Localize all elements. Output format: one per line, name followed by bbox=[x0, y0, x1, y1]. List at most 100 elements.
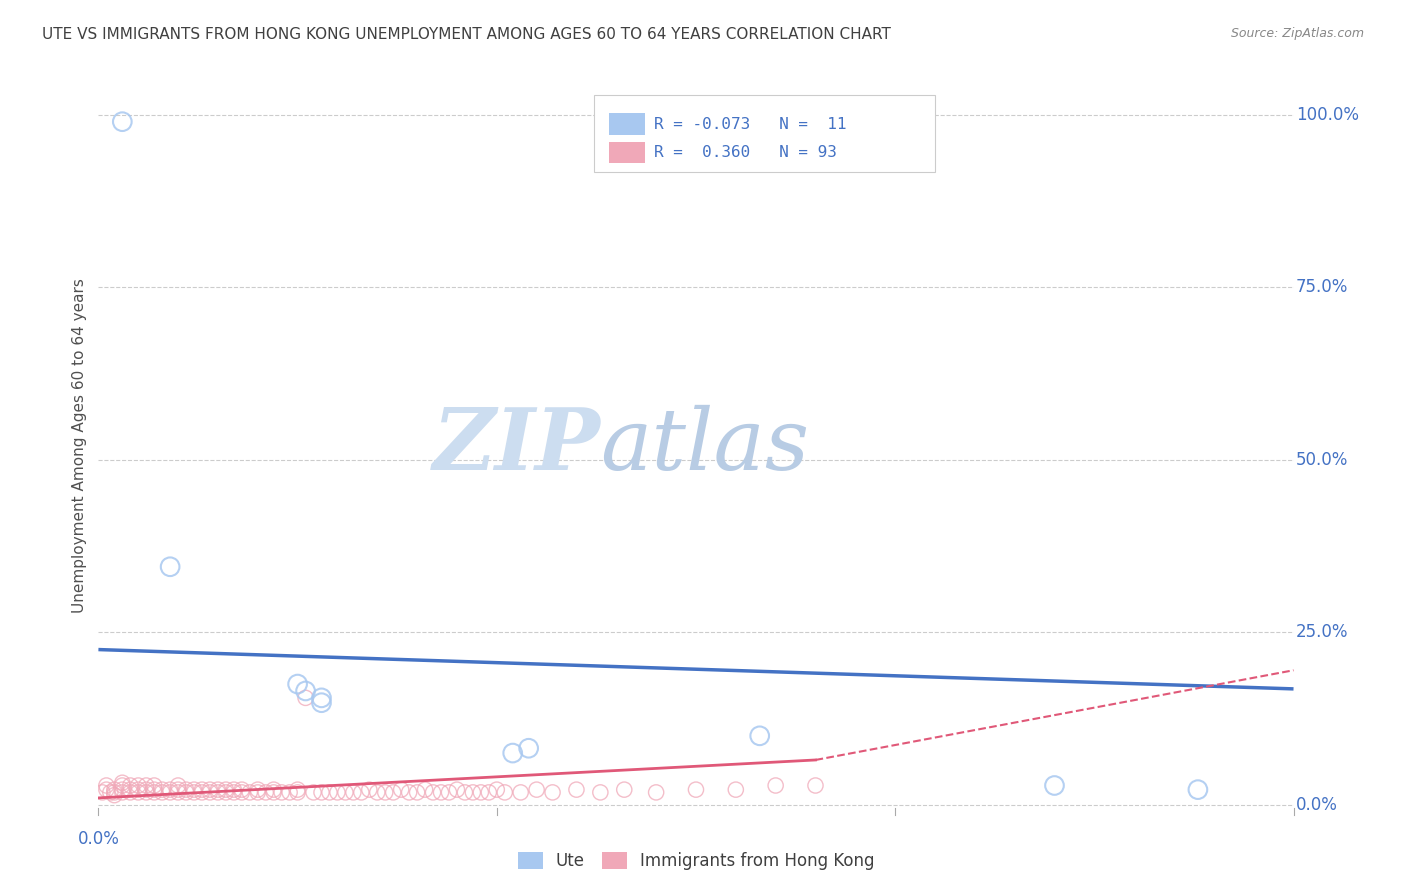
Point bbox=[335, 785, 357, 799]
Point bbox=[159, 785, 181, 799]
Point bbox=[287, 782, 309, 797]
Bar bbox=[609, 142, 644, 163]
Point bbox=[382, 785, 405, 799]
Point bbox=[150, 782, 173, 797]
Point bbox=[143, 779, 166, 793]
Point bbox=[494, 785, 516, 799]
Y-axis label: Unemployment Among Ages 60 to 64 years: Unemployment Among Ages 60 to 64 years bbox=[72, 278, 87, 614]
Point bbox=[167, 779, 190, 793]
Point bbox=[478, 785, 501, 799]
Point bbox=[311, 690, 333, 705]
Point bbox=[150, 785, 173, 799]
Point bbox=[804, 779, 827, 793]
Text: Source: ZipAtlas.com: Source: ZipAtlas.com bbox=[1230, 27, 1364, 40]
Point bbox=[502, 746, 524, 760]
Point bbox=[374, 785, 396, 799]
Text: R =  0.360   N = 93: R = 0.360 N = 93 bbox=[654, 145, 837, 160]
Point bbox=[613, 782, 636, 797]
Point bbox=[765, 779, 787, 793]
Point bbox=[246, 782, 269, 797]
Text: ZIP: ZIP bbox=[433, 404, 600, 488]
Point bbox=[517, 741, 540, 756]
Point bbox=[91, 785, 114, 799]
Point bbox=[120, 782, 142, 797]
Point bbox=[111, 779, 134, 793]
Point bbox=[127, 779, 149, 793]
Point bbox=[111, 776, 134, 790]
Point bbox=[135, 782, 157, 797]
Text: 75.0%: 75.0% bbox=[1296, 278, 1348, 296]
Point bbox=[254, 785, 277, 799]
Point bbox=[103, 782, 125, 797]
Point bbox=[470, 785, 492, 799]
Point bbox=[246, 785, 269, 799]
Point bbox=[311, 785, 333, 799]
Point bbox=[222, 785, 245, 799]
Point bbox=[103, 788, 125, 802]
Point bbox=[191, 782, 214, 797]
Bar bbox=[609, 113, 644, 135]
Point bbox=[350, 785, 373, 799]
Point bbox=[287, 785, 309, 799]
Point bbox=[485, 782, 508, 797]
Point bbox=[231, 785, 253, 799]
Point bbox=[437, 785, 460, 799]
Point bbox=[111, 785, 134, 799]
Point bbox=[127, 785, 149, 799]
Point bbox=[183, 785, 205, 799]
Point bbox=[183, 782, 205, 797]
Point bbox=[454, 785, 477, 799]
Point bbox=[278, 785, 301, 799]
Point bbox=[96, 779, 118, 793]
Point bbox=[111, 782, 134, 797]
Point bbox=[174, 785, 197, 799]
Point bbox=[318, 785, 340, 799]
Point bbox=[541, 785, 564, 799]
Point bbox=[159, 559, 181, 574]
Point bbox=[645, 785, 668, 799]
Point bbox=[326, 785, 349, 799]
Point bbox=[231, 782, 253, 797]
Point bbox=[366, 785, 388, 799]
Point bbox=[311, 696, 333, 710]
Point bbox=[430, 785, 453, 799]
Point bbox=[222, 782, 245, 797]
Text: 100.0%: 100.0% bbox=[1296, 106, 1360, 124]
Point bbox=[103, 785, 125, 799]
Point bbox=[143, 782, 166, 797]
Point bbox=[174, 782, 197, 797]
Point bbox=[724, 782, 747, 797]
Point bbox=[526, 782, 548, 797]
Text: UTE VS IMMIGRANTS FROM HONG KONG UNEMPLOYMENT AMONG AGES 60 TO 64 YEARS CORRELAT: UTE VS IMMIGRANTS FROM HONG KONG UNEMPLO… bbox=[42, 27, 891, 42]
FancyBboxPatch shape bbox=[595, 95, 935, 171]
Point bbox=[446, 782, 468, 797]
Point bbox=[167, 782, 190, 797]
Point bbox=[120, 785, 142, 799]
Text: R = -0.073   N =  11: R = -0.073 N = 11 bbox=[654, 117, 846, 132]
Point bbox=[406, 785, 429, 799]
Point bbox=[263, 785, 285, 799]
Point bbox=[135, 785, 157, 799]
Point bbox=[413, 782, 436, 797]
Point bbox=[120, 779, 142, 793]
Text: 50.0%: 50.0% bbox=[1296, 450, 1348, 469]
Point bbox=[191, 785, 214, 799]
Point bbox=[96, 782, 118, 797]
Point bbox=[294, 690, 316, 705]
Point bbox=[215, 782, 238, 797]
Point bbox=[294, 684, 316, 698]
Point bbox=[270, 785, 292, 799]
Point bbox=[111, 114, 134, 128]
Text: 0.0%: 0.0% bbox=[1296, 796, 1337, 814]
Point bbox=[98, 785, 122, 799]
Point bbox=[159, 782, 181, 797]
Point bbox=[167, 785, 190, 799]
Point bbox=[461, 785, 484, 799]
Point bbox=[342, 785, 364, 799]
Point bbox=[685, 782, 707, 797]
Point bbox=[422, 785, 444, 799]
Point bbox=[198, 785, 221, 799]
Point bbox=[565, 782, 588, 797]
Point bbox=[215, 785, 238, 799]
Legend: Ute, Immigrants from Hong Kong: Ute, Immigrants from Hong Kong bbox=[510, 845, 882, 877]
